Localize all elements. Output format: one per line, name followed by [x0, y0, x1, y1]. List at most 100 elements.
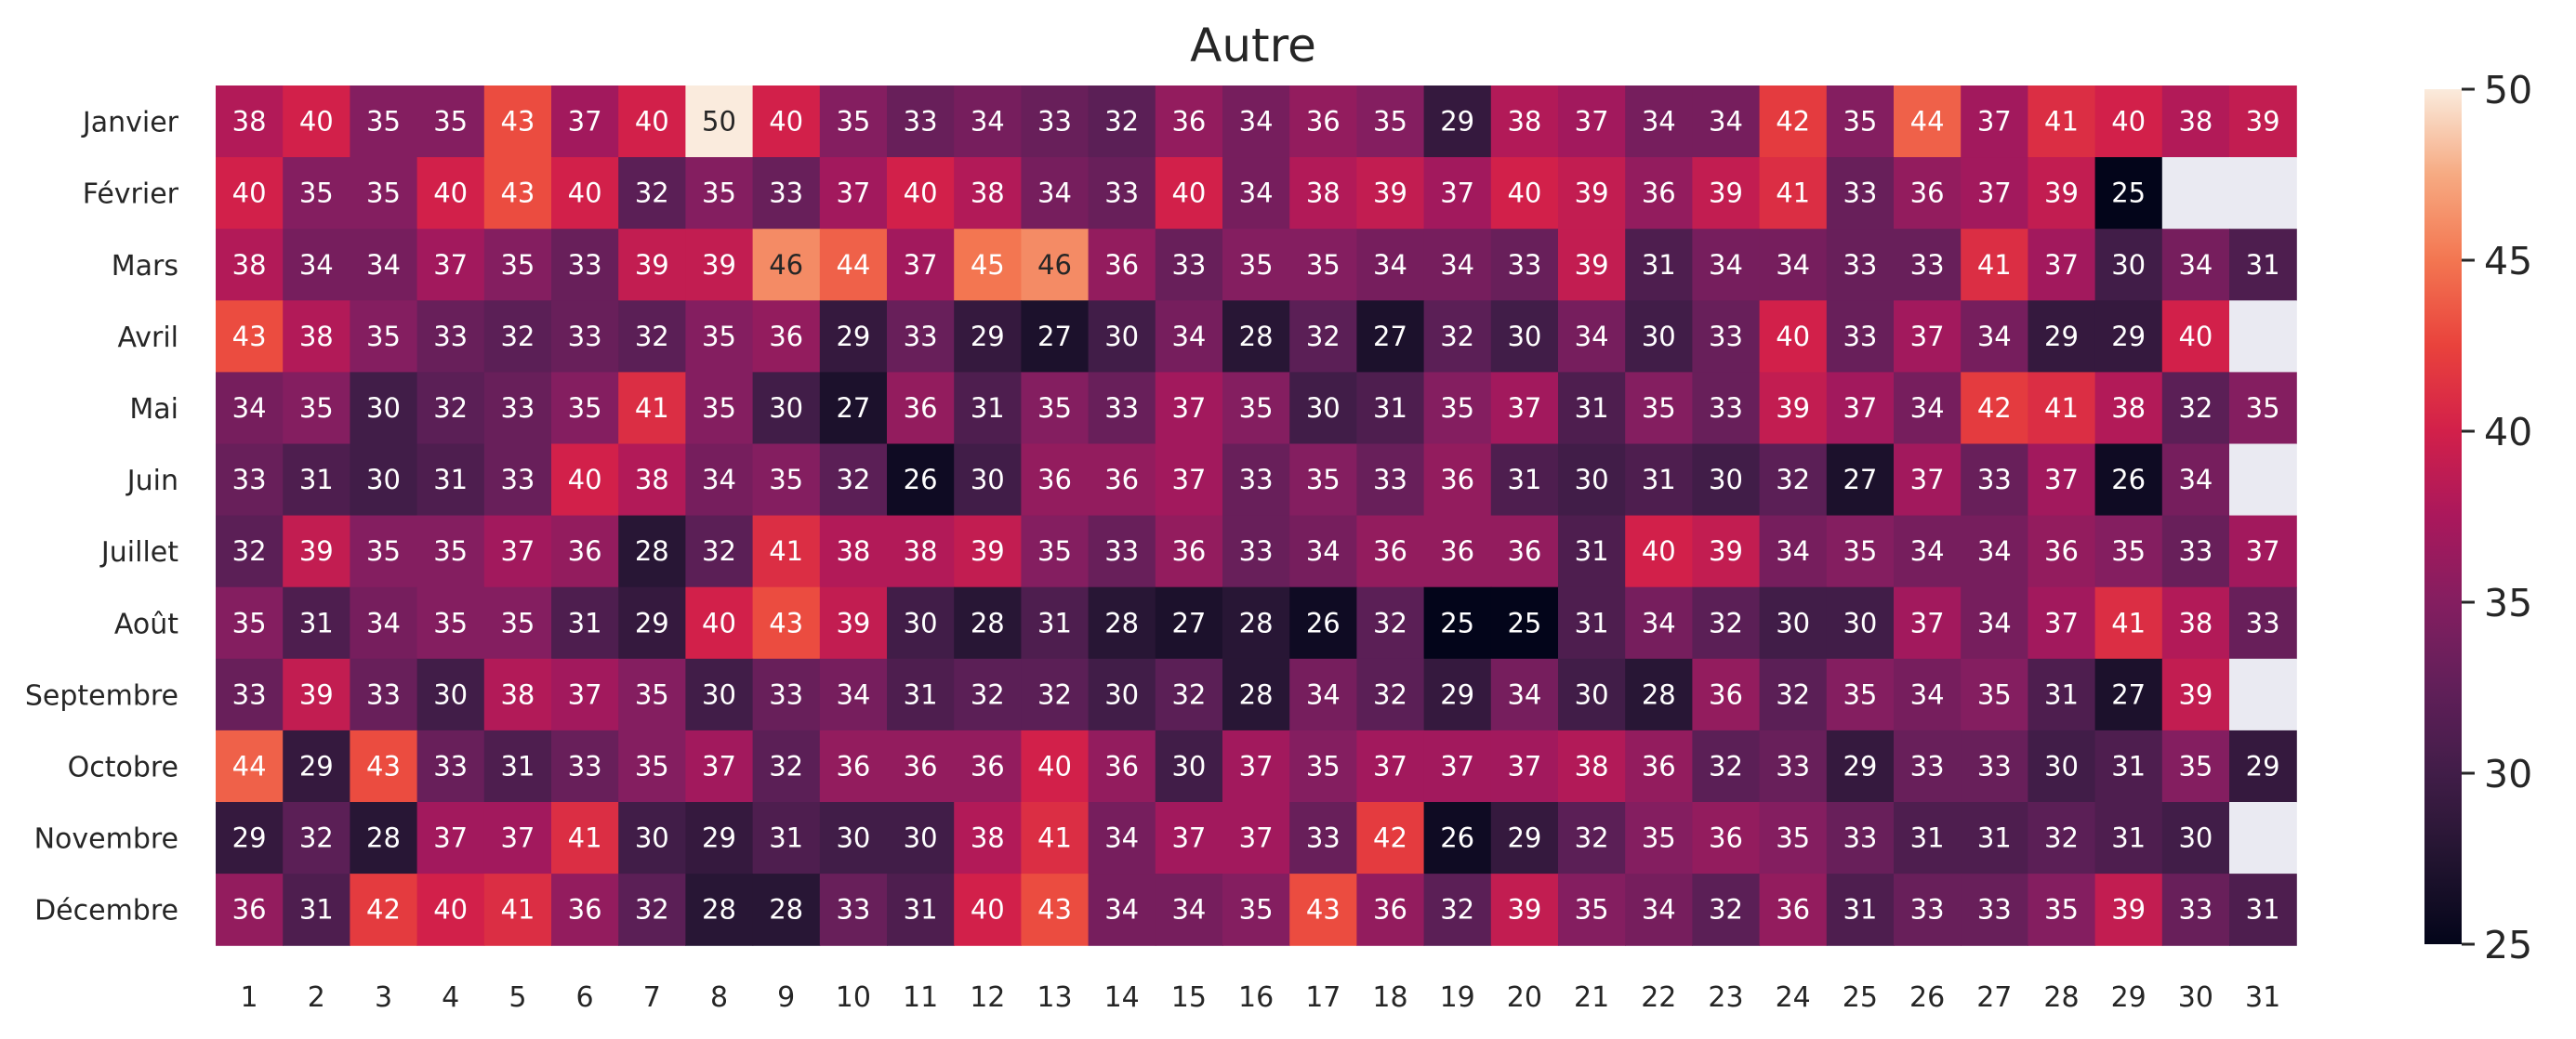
cell-value-label: 35 [366, 178, 401, 209]
heatmap-cell [618, 229, 686, 301]
heatmap-cell [483, 802, 552, 875]
heatmap-cell [1894, 515, 1962, 588]
heatmap-cell [1222, 229, 1290, 301]
heatmap-cell [752, 586, 821, 660]
cell-value-label: 35 [1843, 535, 1877, 567]
heatmap-cell [954, 300, 1022, 373]
cell-value-label: 36 [568, 894, 602, 926]
heatmap-cell [954, 730, 1022, 803]
cell-value-label: 30 [1104, 321, 1139, 352]
cell-value-label: 31 [1642, 249, 1676, 281]
row-label: Mai [129, 393, 178, 426]
cell-value-label: 35 [702, 178, 736, 209]
cell-value-label: 30 [1104, 678, 1139, 710]
cell-value-label: 34 [1507, 678, 1541, 710]
heatmap-cell [2229, 157, 2297, 230]
heatmap-cell [1155, 515, 1223, 588]
cell-value-label: 32 [1104, 106, 1139, 138]
cell-value-label: 28 [1239, 678, 1274, 710]
heatmap-cell [1490, 443, 1559, 517]
cell-value-label: 40 [1037, 750, 1072, 782]
heatmap-cell [1021, 730, 1090, 803]
cell-value-label: 34 [1171, 321, 1206, 352]
heatmap-cell [2028, 586, 2096, 660]
cell-value-label: 38 [232, 249, 267, 281]
column-label: 27 [1976, 981, 2012, 1014]
row-label: Mars [112, 250, 178, 283]
heatmap-cell [1490, 730, 1559, 803]
cell-value-label: 36 [1440, 464, 1474, 495]
cell-value-label: 40 [769, 106, 803, 138]
cell-value-label: 34 [1910, 678, 1945, 710]
heatmap-cell [1155, 372, 1223, 445]
cell-value-label: 30 [1575, 464, 1609, 495]
heatmap-cell [1222, 443, 1290, 517]
cell-value-label: 30 [2111, 249, 2146, 281]
cell-value-label: 34 [1642, 894, 1676, 926]
cell-value-label: 40 [1507, 178, 1541, 209]
cell-value-label: 44 [232, 750, 267, 782]
cell-value-label: 31 [433, 464, 468, 495]
heatmap-cell [752, 730, 821, 803]
heatmap-cell [216, 229, 284, 301]
row-label: Février [83, 178, 179, 211]
cell-value-label: 40 [635, 106, 669, 138]
heatmap-cell [752, 802, 821, 875]
heatmap-cell [1558, 658, 1626, 731]
heatmap-cell [1826, 372, 1895, 445]
cell-value-label: 46 [1037, 249, 1072, 281]
heatmap-cell [752, 85, 821, 158]
cell-value-label: 29 [836, 321, 870, 352]
heatmap-cell [752, 658, 821, 731]
cell-value-label: 36 [232, 894, 267, 926]
cell-value-label: 33 [1239, 535, 1274, 567]
heatmap-cell [1155, 85, 1223, 158]
heatmap-cell [416, 586, 485, 660]
cell-value-label: 38 [1306, 178, 1341, 209]
cell-value-label: 39 [702, 249, 736, 281]
heatmap-cell [1692, 300, 1761, 373]
heatmap-cell [1155, 157, 1223, 230]
heatmap-cell [551, 157, 619, 230]
cell-value-label: 40 [2178, 321, 2213, 352]
cell-value-label: 37 [568, 678, 602, 710]
heatmap-cell [1894, 300, 1962, 373]
heatmap-cell [954, 515, 1022, 588]
row-label: Novembre [34, 823, 178, 856]
column-label: 1 [241, 981, 258, 1014]
heatmap-cell [1356, 443, 1425, 517]
cell-value-label: 36 [904, 750, 938, 782]
cell-value-label: 38 [836, 535, 870, 567]
cell-value-label: 35 [366, 106, 401, 138]
cell-value-label: 36 [2044, 535, 2079, 567]
heatmap-cell [1692, 802, 1761, 875]
cell-value-label: 50 [702, 106, 736, 138]
heatmap-cell [350, 229, 418, 301]
heatmap-cell [1961, 229, 2028, 301]
heatmap-cell [1088, 443, 1156, 517]
cell-value-label: 30 [836, 822, 870, 854]
heatmap-cell [283, 874, 350, 946]
cell-value-label: 43 [1306, 894, 1341, 926]
heatmap-cell [1423, 586, 1492, 660]
heatmap-cell [283, 515, 350, 588]
heatmap-cell [954, 85, 1022, 158]
heatmap-cell [1222, 874, 1290, 946]
heatmap-cell [2161, 85, 2230, 158]
heatmap-cell [2161, 229, 2230, 301]
cell-value-label: 37 [1171, 392, 1206, 424]
cell-value-label: 38 [500, 678, 535, 710]
heatmap-cell [1289, 300, 1357, 373]
cell-value-label: 33 [769, 178, 803, 209]
heatmap-cell [216, 443, 284, 517]
heatmap-cell [1558, 157, 1626, 230]
cell-value-label: 30 [1306, 392, 1341, 424]
cell-value-label: 34 [836, 678, 870, 710]
cell-value-label: 30 [1507, 321, 1541, 352]
column-label: 30 [2178, 981, 2213, 1014]
heatmap-cell [1021, 586, 1090, 660]
cell-value-label: 39 [1776, 392, 1810, 424]
heatmap-cell [416, 658, 485, 731]
heatmap-cell [416, 300, 485, 373]
heatmap-cell [2094, 300, 2163, 373]
